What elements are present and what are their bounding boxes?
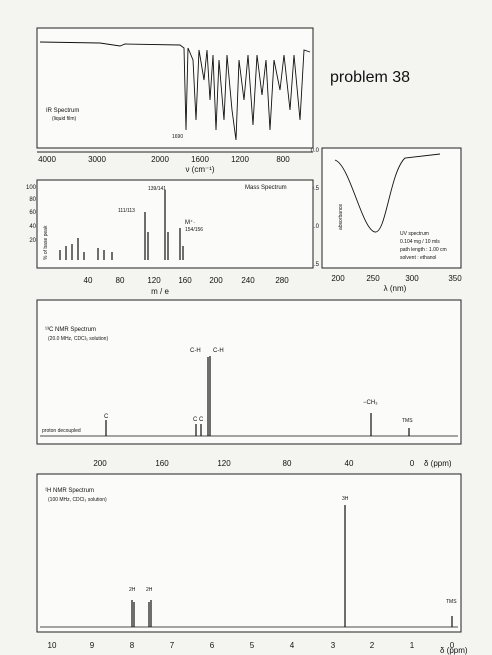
tick-label: 4 [290, 641, 295, 650]
tick-label: 300 [405, 274, 419, 283]
uv-title: UV spectrum [400, 231, 429, 237]
tick-label: 1.0 [311, 224, 320, 230]
tick-label: 40 [84, 276, 93, 285]
tick-label: 280 [275, 276, 289, 285]
c13-peak-label: C [193, 417, 198, 423]
c13-peak-label: C-H [213, 348, 224, 354]
c13-title: ¹³C NMR Spectrum [45, 327, 96, 333]
c13-x-label: δ (ppm) [424, 459, 452, 468]
tick-label: 20 [29, 238, 36, 244]
tick-label: 7 [170, 641, 175, 650]
c13-x-ticks: 200 160 120 80 40 0 [93, 459, 414, 468]
mass-title: Mass Spectrum [245, 185, 287, 191]
tick-label: 80 [29, 197, 36, 203]
h1-subtitle: (100 MHz, CDCl₃ solution) [48, 497, 107, 503]
tick-label: 200 [93, 459, 107, 468]
tick-label: 8 [130, 641, 135, 650]
ir-panel [36, 27, 314, 149]
tick-label: 9 [90, 641, 95, 650]
h1-peak-label: TMS [446, 599, 457, 605]
tick-label: 200 [331, 274, 345, 283]
tick-label: 10 [48, 641, 57, 650]
tick-label: 160 [155, 459, 169, 468]
h1-peak-label: 2H [146, 587, 153, 593]
tick-label: 40 [345, 459, 354, 468]
mass-y-ticks: 100 80 60 40 20 [26, 185, 37, 244]
tick-label: 0.0 [311, 148, 320, 154]
tick-label: 120 [147, 276, 161, 285]
mass-peak-label: 111/113 [118, 208, 135, 214]
h1-title: ¹H NMR Spectrum [45, 488, 94, 494]
tick-label: 200 [209, 276, 223, 285]
tick-label: 800 [276, 155, 290, 164]
c13-panel [36, 299, 462, 445]
ir-peak-label: 1690 [172, 134, 183, 140]
tick-label: 2 [370, 641, 375, 650]
tick-label: 3000 [88, 155, 106, 164]
c13-peak-label: −CH₃ [363, 400, 378, 406]
tick-label: 350 [448, 274, 462, 283]
tick-label: 100 [26, 185, 37, 191]
c13-peak-label: C [104, 414, 109, 420]
tick-label: 40 [29, 224, 36, 230]
ir-trace [39, 41, 311, 141]
c13-subtitle: (20.0 MHz, CDCl₃ solution) [48, 336, 108, 342]
h1-peak-label: 2H [129, 587, 136, 593]
uv-note: 0.104 mg / 10 mls [400, 239, 440, 245]
uv-panel [321, 147, 462, 269]
tick-label: 120 [217, 459, 231, 468]
tick-label: 0 [450, 641, 455, 650]
tick-label: 2000 [151, 155, 169, 164]
tick-label: 250 [366, 274, 380, 283]
ir-subtitle: (liquid film) [52, 116, 77, 122]
mass-y-label: % of base peak [43, 225, 49, 260]
h1-peak-label: 3H [342, 496, 349, 502]
tick-label: 1.5 [311, 262, 320, 268]
mass-peak-label: 154/156 [185, 227, 203, 233]
uv-y-label: absorbance [338, 204, 344, 230]
mass-panel [36, 179, 314, 269]
c13-peak-label: C-H [190, 348, 201, 354]
ir-title: IR Spectrum [46, 108, 79, 114]
uv-note: solvent : ethanol [400, 255, 436, 261]
mass-x-ticks: 40 80 120 160 200 240 280 [84, 276, 290, 285]
mass-x-label: m / e [151, 287, 169, 296]
tick-label: 240 [241, 276, 255, 285]
tick-label: 160 [178, 276, 192, 285]
tick-label: 1600 [191, 155, 209, 164]
uv-y-ticks: 0.0 0.5 1.0 1.5 [311, 148, 320, 268]
c13-trace [40, 356, 458, 437]
c13-peak-label: C [199, 417, 204, 423]
mass-peak-label: M⁺· [185, 219, 195, 226]
uv-x-label: λ (nm) [384, 284, 407, 293]
tick-label: 5 [250, 641, 255, 650]
h1-x-label: δ (ppm) [440, 646, 468, 655]
ir-x-label: ν (cm⁻¹) [185, 165, 214, 174]
h1-trace [40, 505, 458, 628]
uv-trace [334, 153, 441, 233]
tick-label: 3 [331, 641, 336, 650]
mass-peaks [59, 190, 184, 260]
uv-note: path length : 1.00 cm [400, 247, 447, 253]
tick-label: 80 [116, 276, 125, 285]
tick-label: 1200 [231, 155, 249, 164]
tick-label: 6 [210, 641, 215, 650]
tick-label: 80 [283, 459, 292, 468]
tick-label: 0.5 [311, 186, 320, 192]
problem-title: problem 38 [330, 69, 410, 86]
tick-label: 4000 [38, 155, 56, 164]
c13-peak-label: TMS [402, 418, 413, 424]
mass-peak-label: 139/141 [148, 186, 166, 192]
tick-label: 1 [410, 641, 415, 650]
tick-label: 60 [29, 210, 36, 216]
h1-panel [36, 473, 462, 633]
ir-x-ticks: 4000 3000 2000 1600 1200 800 [38, 155, 290, 164]
h1-x-ticks: 10 9 8 7 6 5 4 3 2 1 0 [48, 641, 455, 650]
tick-label: 0 [410, 459, 415, 468]
c13-note: proton decoupled [42, 428, 81, 434]
uv-x-ticks: 200 250 300 350 [331, 274, 462, 283]
